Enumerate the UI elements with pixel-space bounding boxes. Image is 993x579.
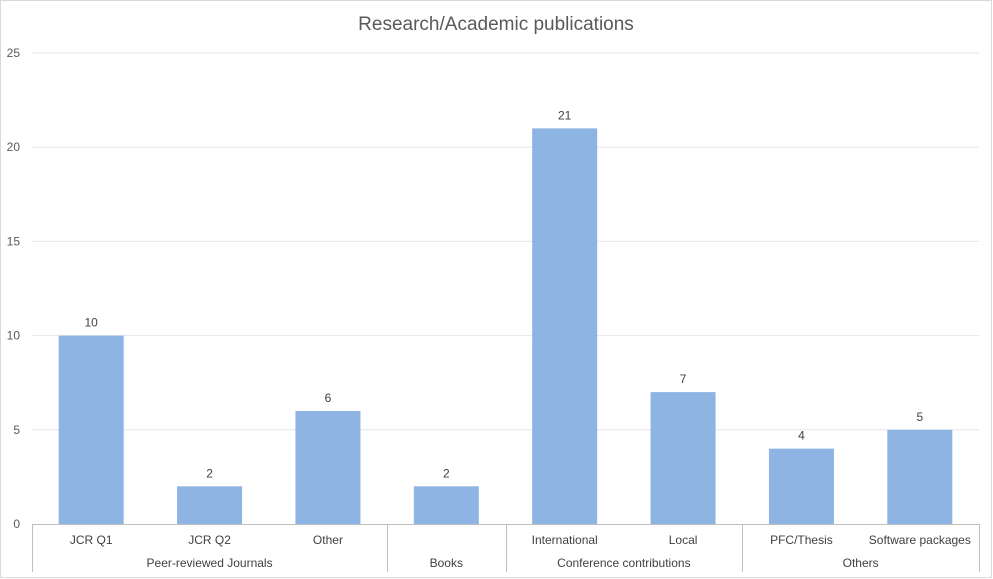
data-label: 4 [798, 429, 805, 443]
data-label: 2 [443, 466, 450, 480]
labels: 0 5 10 15 20 25 10 JCR Q1 2 JCR Q2 6 Other 2 21 Intern… [7, 46, 971, 570]
y-tick-label: 5 [13, 423, 20, 437]
bar [177, 486, 243, 524]
bar [768, 448, 834, 524]
bar [887, 429, 953, 524]
bars [58, 128, 953, 525]
data-label: 7 [680, 372, 687, 386]
data-label: 10 [85, 316, 99, 330]
y-tick-label: 0 [13, 517, 20, 531]
category-label: Other [313, 533, 343, 547]
group-label: Peer-reviewed Journals [147, 556, 273, 570]
bar [532, 128, 598, 525]
category-label: Software packages [869, 533, 971, 547]
bar [58, 335, 124, 524]
data-label: 6 [325, 391, 332, 405]
bar [413, 486, 479, 524]
group-label: Others [843, 556, 879, 570]
data-label: 2 [206, 466, 213, 480]
group-label: Conference contributions [557, 556, 690, 570]
category-label: International [532, 533, 598, 547]
data-label: 5 [916, 410, 923, 424]
chart-title: Research/Academic publications [358, 14, 634, 35]
axes [32, 524, 980, 572]
bar [650, 392, 716, 524]
bar [295, 410, 361, 524]
category-label: Local [669, 533, 698, 547]
data-label: 21 [558, 108, 572, 122]
gridlines [32, 52, 979, 431]
y-tick-label: 20 [7, 140, 21, 154]
category-label: JCR Q2 [188, 533, 231, 547]
y-tick-label: 25 [7, 46, 21, 60]
y-tick-label: 10 [7, 329, 21, 343]
group-label: Books [430, 556, 463, 570]
category-label: PFC/Thesis [770, 533, 833, 547]
y-tick-label: 15 [7, 234, 21, 248]
category-label: JCR Q1 [70, 533, 113, 547]
